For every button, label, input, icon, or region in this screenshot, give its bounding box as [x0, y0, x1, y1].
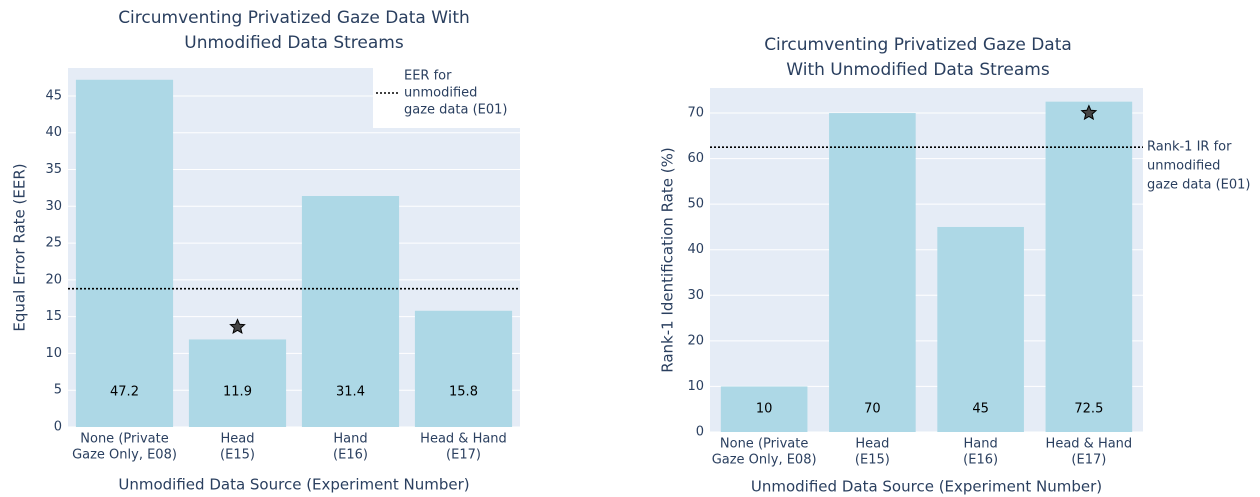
- bar: [188, 339, 287, 427]
- x-tick-label: None (Private: [720, 437, 808, 452]
- y-tick-label: 35: [45, 162, 62, 177]
- x-tick-label: Hand: [333, 432, 367, 447]
- y-tick-label: 40: [687, 242, 704, 257]
- y-tick-label: 10: [45, 346, 62, 361]
- x-tick-label: (E15): [855, 453, 890, 468]
- y-tick-label: 20: [45, 272, 62, 287]
- star-marker: [229, 318, 246, 335]
- y-axis-title: Rank-1 Identification Rate (%): [659, 147, 677, 372]
- y-tick-label: 0: [54, 420, 62, 435]
- x-tick-label: (E15): [220, 448, 255, 463]
- x-tick-label: Head & Hand: [1046, 437, 1133, 452]
- y-tick-label: 25: [45, 236, 62, 251]
- bar: [414, 310, 513, 427]
- value-label: 47.2: [110, 385, 139, 400]
- bar: [829, 113, 916, 432]
- x-tick-label: (E17): [1071, 453, 1106, 468]
- reference-label: gaze data (E01): [1147, 178, 1251, 193]
- y-tick-label: 30: [687, 288, 704, 303]
- y-tick-label: 60: [687, 151, 704, 166]
- x-tick-label: (E17): [446, 448, 481, 463]
- value-label: 11.9: [223, 385, 252, 400]
- x-tick-label: (E16): [963, 453, 998, 468]
- y-tick-label: 10: [687, 379, 704, 394]
- y-tick-label: 30: [45, 199, 62, 214]
- bar: [1045, 101, 1133, 432]
- y-tick-label: 45: [45, 88, 62, 103]
- y-tick-label: 0: [696, 425, 704, 440]
- x-tick-label: Hand: [964, 437, 998, 452]
- value-label: 72.5: [1074, 402, 1103, 417]
- y-tick-label: 15: [45, 309, 62, 324]
- chart-title: Circumventing Privatized Gaze Data With: [118, 8, 470, 28]
- value-label: 15.8: [449, 385, 478, 400]
- reference-label: Rank-1 IR for: [1147, 140, 1232, 155]
- x-tick-label: None (Private: [80, 432, 168, 447]
- y-tick-label: 40: [45, 125, 62, 140]
- value-label: 31.4: [336, 385, 365, 400]
- x-tick-label: Head & Hand: [420, 432, 507, 447]
- x-tick-label: Head: [221, 432, 255, 447]
- legend-label: EER for: [404, 69, 452, 84]
- legend-label: gaze data (E01): [404, 103, 508, 118]
- chart-title: Circumventing Privatized Gaze Data: [764, 35, 1072, 55]
- chart-title: Unmodified Data Streams: [184, 33, 404, 53]
- star-marker: [1080, 104, 1098, 121]
- y-tick-label: 5: [54, 383, 62, 398]
- legend-box: [373, 68, 520, 128]
- y-tick-label: 20: [687, 333, 704, 348]
- x-tick-label: Gaze Only, E08): [712, 453, 817, 468]
- bar: [937, 226, 1024, 432]
- y-axis-title: Equal Error Rate (EER): [11, 163, 29, 331]
- x-tick-label: Head: [855, 437, 889, 452]
- y-tick-label: 70: [687, 106, 704, 121]
- reference-label: unmodified: [1147, 159, 1220, 174]
- x-tick-label: (E16): [333, 448, 368, 463]
- legend-label: unmodified: [404, 86, 477, 101]
- x-axis-title: Unmodified Data Source (Experiment Numbe…: [751, 478, 1102, 496]
- value-label: 10: [756, 402, 773, 417]
- bar: [720, 386, 808, 432]
- value-label: 70: [864, 402, 881, 417]
- bar: [75, 79, 174, 427]
- y-tick-label: 50: [687, 197, 704, 212]
- x-axis-title: Unmodified Data Source (Experiment Numbe…: [118, 476, 469, 494]
- x-tick-label: Gaze Only, E08): [72, 448, 177, 463]
- bar: [301, 196, 400, 427]
- chart-title: With Unmodified Data Streams: [786, 60, 1050, 80]
- value-label: 45: [972, 402, 989, 417]
